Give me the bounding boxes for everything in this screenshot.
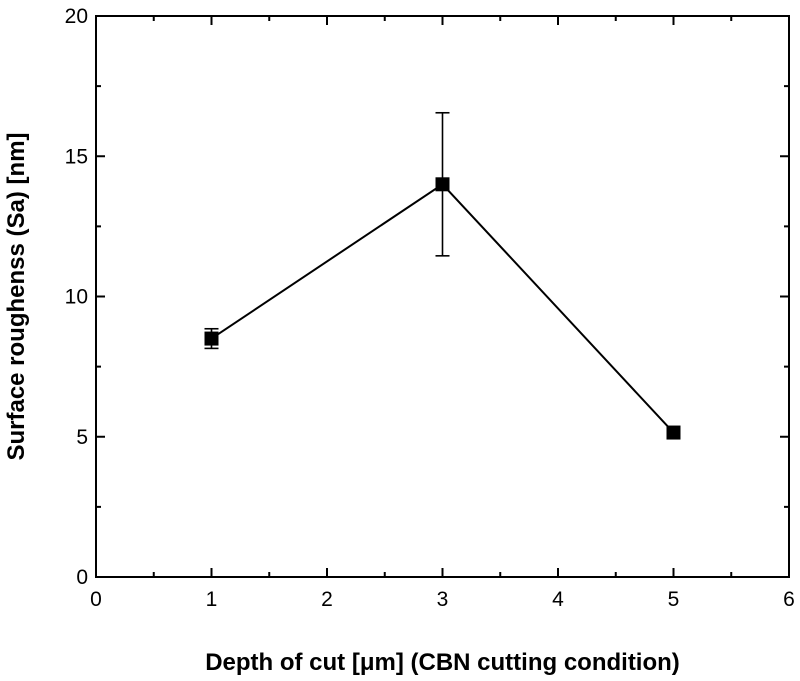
x-tick-label: 4	[552, 588, 564, 611]
y-tick-label: 5	[76, 426, 88, 449]
axis-tick-labels: 0 1 2 3 4 5 6 0 5 10 15 20	[65, 5, 795, 611]
x-tick-label: 3	[437, 588, 449, 611]
x-tick-label: 1	[206, 588, 218, 611]
x-tick-label: 0	[90, 588, 102, 611]
x-tick-label: 6	[783, 588, 795, 611]
data-point-marker	[666, 425, 681, 440]
plot-frame	[95, 15, 790, 578]
y-tick-label: 0	[76, 566, 88, 589]
y-axis-title: Surface roughenss (Sa) [nm]	[3, 132, 30, 460]
series-layer	[204, 111, 681, 440]
y-tick-label: 20	[65, 5, 88, 28]
y-tick-label: 10	[65, 286, 88, 309]
x-axis-title: Depth of cut [μm] (CBN cutting condition…	[205, 649, 680, 676]
data-point-marker	[204, 331, 219, 346]
x-tick-label: 5	[668, 588, 680, 611]
x-tick-label: 2	[321, 588, 333, 611]
axis-ticks	[95, 15, 790, 578]
data-point-marker	[435, 177, 450, 192]
y-tick-label: 15	[65, 145, 88, 168]
